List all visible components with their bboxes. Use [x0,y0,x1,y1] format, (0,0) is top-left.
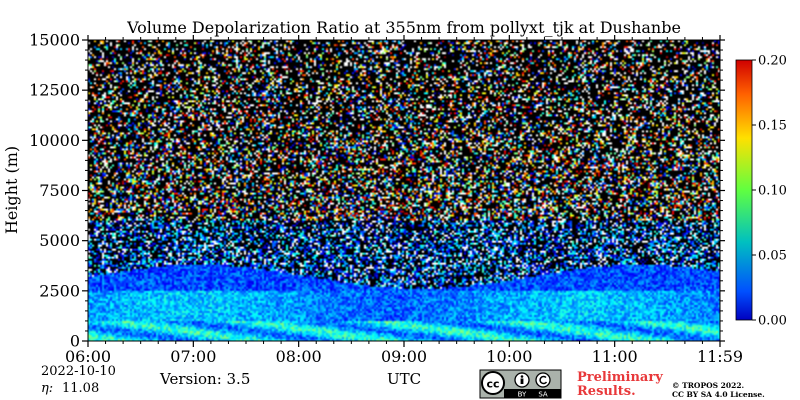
x-axis-label: UTC [387,370,421,388]
footer-eta-symbol: η: [41,381,53,396]
preliminary-line-1: Preliminary [577,370,663,385]
y-axis: 0 2500 5000 7500 10000 12500 15000 [29,31,725,351]
cc-sa-label: SA [538,391,548,399]
colorbar-ticks: 0.00 0.05 0.10 0.15 0.20 [752,54,787,329]
cc-license-badge: cc BY SA [479,369,562,399]
y-tick-label-6: 15000 [29,31,80,50]
footer-date: 2022-10-10 [41,364,116,379]
y-tick-label-1: 2500 [39,281,80,300]
chart-title: Volume Depolarization Ratio at 355nm fro… [126,18,681,37]
x-tick-label-2: 08:00 [276,347,322,366]
cc-badge-label-strip [504,389,561,398]
colorbar-tick-label-0: 0.00 [758,314,787,329]
colorbar-tick-label-3: 0.15 [758,119,787,134]
footer-eta-value: 11.08 [62,381,99,396]
y-tick-label-5: 12500 [29,81,80,100]
share-alike-icon [535,372,551,388]
footer-version: Version: 3.5 [159,370,250,388]
colorbar-tick-label-1: 0.05 [758,249,787,264]
cc-logo-text: cc [486,378,499,391]
colorbar-tick-label-2: 0.10 [758,184,787,199]
x-tick-label-5: 11:00 [592,347,638,366]
depolarization-heatmap [88,40,720,341]
cc-logo-icon [481,371,505,395]
y-tick-label-4: 10000 [29,131,80,150]
x-tick-label-0: 06:00 [65,347,111,366]
y-axis-label: Height (m) [2,146,21,234]
colorbar: 0.00 0.05 0.10 0.15 0.20 [735,54,787,329]
x-tick-label-4: 10:00 [486,347,532,366]
cc-by-label: BY [518,391,527,399]
attribution-icon-body [520,378,524,384]
y-tick-label-0: 0 [70,332,80,351]
x-axis: 06:00 07:00 08:00 09:00 10:00 11:00 11:59 [65,35,743,366]
plot-area [88,40,720,341]
y-tick-label-2: 5000 [39,231,80,250]
share-alike-arrow [539,375,548,385]
y-tick-label-3: 7500 [39,181,80,200]
copyright-line-1: © TROPOS 2022. [672,381,744,390]
preliminary-line-2: Results. [577,384,636,399]
attribution-icon-head [520,375,524,378]
colorbar-gradient [735,59,753,321]
x-tick-label-1: 07:00 [170,347,216,366]
colorbar-tick-label-4: 0.20 [758,54,787,69]
copyright-line-2: CC BY SA 4.0 License. [672,390,765,399]
x-tick-label-6: 11:59 [697,347,743,366]
x-tick-label-3: 09:00 [381,347,427,366]
